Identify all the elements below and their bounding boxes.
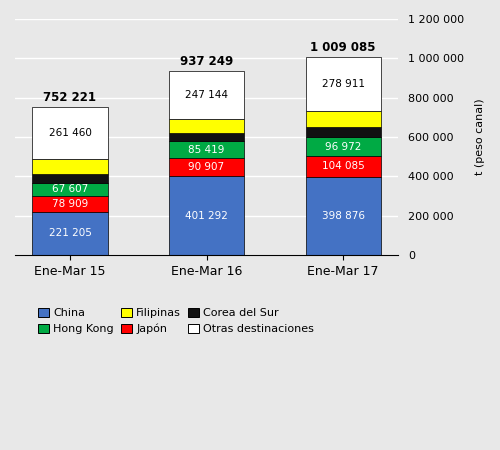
Bar xyxy=(306,156,380,177)
Text: 398 876: 398 876 xyxy=(322,211,364,221)
Bar xyxy=(169,71,244,119)
Text: 221 205: 221 205 xyxy=(48,229,92,238)
Legend: China, Hong Kong, Filipinas, Japón, Corea del Sur, Otras destinaciones: China, Hong Kong, Filipinas, Japón, Core… xyxy=(33,303,318,339)
Bar xyxy=(32,174,108,183)
Text: 90 907: 90 907 xyxy=(188,162,224,172)
Text: 937 249: 937 249 xyxy=(180,55,233,68)
Text: 752 221: 752 221 xyxy=(44,91,96,104)
Text: 96 972: 96 972 xyxy=(325,142,362,152)
Bar xyxy=(32,158,108,174)
Bar xyxy=(32,183,108,196)
Bar xyxy=(169,133,244,141)
Bar xyxy=(32,212,108,255)
Bar xyxy=(32,196,108,211)
Text: 401 292: 401 292 xyxy=(185,211,228,220)
Bar xyxy=(169,176,244,255)
Bar xyxy=(32,107,108,158)
Y-axis label: t (peso canal): t (peso canal) xyxy=(475,99,485,176)
Bar xyxy=(169,158,244,176)
Bar xyxy=(169,141,244,158)
Text: 278 911: 278 911 xyxy=(322,79,364,89)
Text: 1 009 085: 1 009 085 xyxy=(310,40,376,54)
Bar xyxy=(306,137,380,156)
Bar xyxy=(169,119,244,133)
Text: 247 144: 247 144 xyxy=(185,90,228,100)
Text: 78 909: 78 909 xyxy=(52,199,88,209)
Text: 104 085: 104 085 xyxy=(322,162,364,171)
Bar xyxy=(306,112,380,127)
Text: 67 607: 67 607 xyxy=(52,184,88,194)
Text: 85 419: 85 419 xyxy=(188,145,224,155)
Bar xyxy=(306,177,380,255)
Text: 261 460: 261 460 xyxy=(48,128,92,138)
Bar xyxy=(306,57,380,112)
Bar xyxy=(306,127,380,137)
